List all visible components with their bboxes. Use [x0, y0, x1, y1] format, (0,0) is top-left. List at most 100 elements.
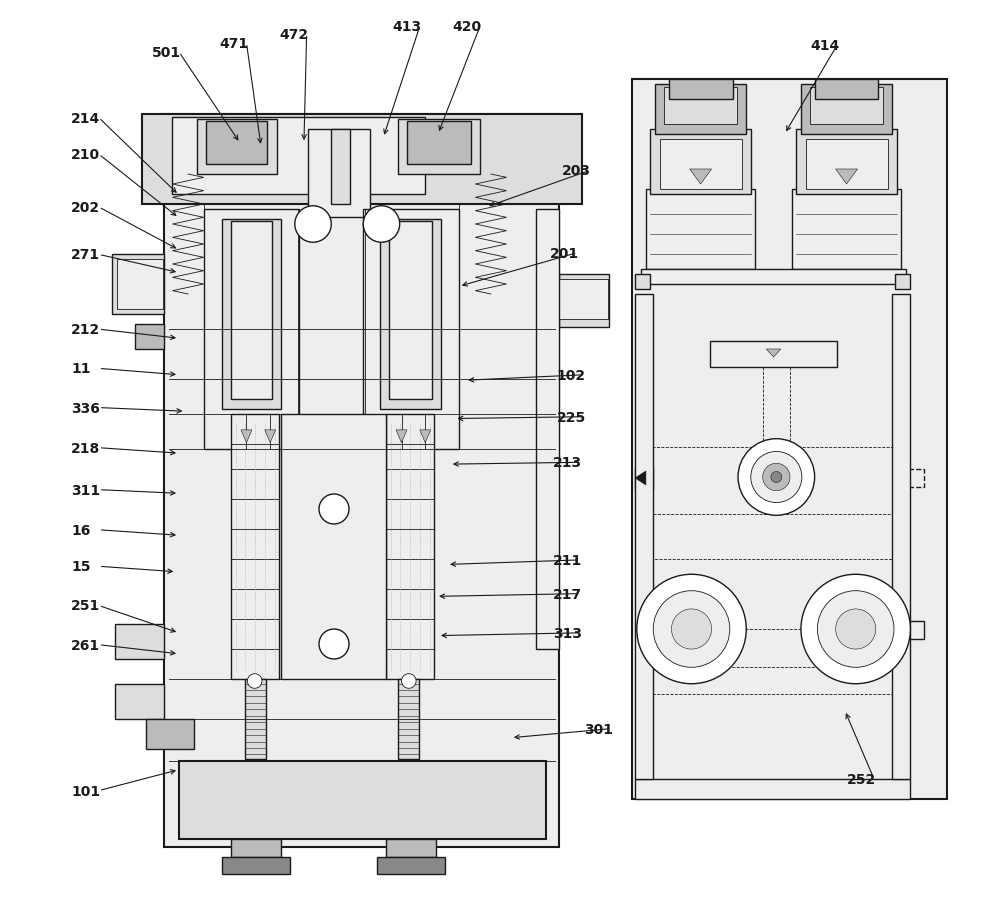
Polygon shape: [420, 430, 431, 443]
Bar: [810, 87, 883, 125]
Circle shape: [771, 472, 782, 483]
Bar: [172, 118, 425, 195]
Bar: [231, 415, 279, 680]
Circle shape: [763, 464, 790, 491]
Text: 252: 252: [847, 772, 876, 786]
Text: 202: 202: [71, 200, 100, 215]
Circle shape: [363, 207, 400, 243]
Bar: [386, 839, 436, 857]
Bar: [386, 415, 434, 680]
Bar: [559, 275, 609, 328]
Circle shape: [295, 207, 331, 243]
Text: 16: 16: [71, 523, 91, 537]
Circle shape: [319, 630, 349, 660]
Bar: [710, 342, 837, 368]
Bar: [308, 130, 370, 218]
Bar: [892, 294, 910, 779]
Bar: [641, 270, 906, 284]
Bar: [115, 684, 164, 719]
Bar: [901, 469, 924, 487]
Polygon shape: [690, 169, 712, 185]
Text: 101: 101: [71, 783, 100, 798]
Text: 210: 210: [71, 148, 100, 162]
Bar: [281, 415, 386, 680]
Circle shape: [402, 674, 416, 689]
Polygon shape: [836, 169, 858, 185]
Bar: [231, 221, 272, 400]
Text: 420: 420: [453, 20, 482, 35]
Text: 472: 472: [279, 27, 308, 42]
Bar: [407, 122, 471, 165]
Bar: [646, 189, 755, 270]
Text: 211: 211: [553, 553, 582, 568]
Text: 203: 203: [562, 164, 591, 179]
Bar: [635, 467, 653, 489]
Bar: [653, 447, 901, 515]
Bar: [197, 120, 277, 175]
Bar: [559, 280, 608, 320]
Bar: [389, 221, 432, 400]
Bar: [635, 275, 650, 290]
Bar: [112, 255, 164, 314]
Bar: [660, 140, 742, 189]
Bar: [245, 680, 266, 759]
Text: 413: 413: [392, 20, 422, 35]
Text: 501: 501: [152, 46, 181, 60]
Bar: [806, 140, 888, 189]
Bar: [135, 324, 164, 350]
Circle shape: [671, 609, 712, 650]
Bar: [796, 130, 897, 195]
Text: 313: 313: [553, 626, 582, 640]
Bar: [231, 839, 281, 857]
Text: 336: 336: [71, 401, 100, 415]
Polygon shape: [396, 430, 407, 443]
Bar: [815, 80, 878, 100]
Bar: [164, 115, 559, 847]
Bar: [206, 122, 267, 165]
Bar: [380, 220, 441, 410]
Text: 11: 11: [71, 362, 91, 376]
Bar: [639, 559, 901, 694]
Text: 15: 15: [71, 559, 91, 574]
Circle shape: [247, 674, 262, 689]
Text: 301: 301: [584, 722, 613, 736]
Bar: [377, 857, 445, 874]
Bar: [650, 130, 751, 195]
Circle shape: [836, 609, 876, 650]
Circle shape: [801, 575, 910, 684]
Bar: [146, 719, 194, 749]
Bar: [635, 294, 653, 779]
Bar: [142, 115, 582, 205]
Circle shape: [319, 495, 349, 525]
Text: 414: 414: [810, 38, 839, 53]
Text: 261: 261: [71, 638, 100, 652]
Polygon shape: [635, 472, 646, 486]
Bar: [792, 189, 901, 270]
Bar: [895, 275, 910, 290]
Bar: [536, 210, 559, 650]
Bar: [363, 210, 459, 449]
Bar: [899, 621, 924, 640]
Text: 311: 311: [71, 483, 100, 497]
Circle shape: [738, 439, 815, 516]
Polygon shape: [766, 350, 781, 358]
Bar: [655, 85, 746, 135]
Text: 217: 217: [553, 587, 582, 601]
Text: 471: 471: [219, 36, 248, 51]
Circle shape: [817, 591, 894, 668]
Text: 214: 214: [71, 111, 101, 126]
Bar: [801, 85, 892, 135]
Bar: [117, 260, 163, 310]
Bar: [204, 210, 299, 449]
Bar: [635, 779, 910, 799]
Circle shape: [637, 575, 746, 684]
Bar: [222, 220, 281, 410]
Text: 218: 218: [71, 441, 101, 456]
Text: 102: 102: [557, 368, 586, 383]
Polygon shape: [265, 430, 276, 443]
Bar: [398, 680, 419, 759]
Polygon shape: [241, 430, 252, 443]
Text: 201: 201: [550, 246, 579, 261]
Bar: [664, 87, 737, 125]
Bar: [669, 80, 733, 100]
